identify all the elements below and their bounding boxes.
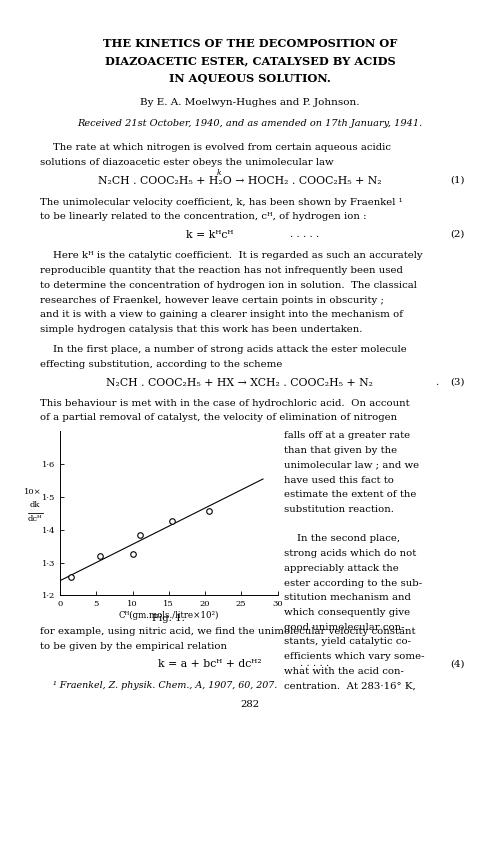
Text: strong acids which do not: strong acids which do not [284, 549, 416, 558]
Text: (2): (2) [450, 230, 465, 239]
Text: researches of Fraenkel, however leave certain points in obscurity ;: researches of Fraenkel, however leave ce… [40, 296, 384, 304]
Text: (3): (3) [450, 378, 465, 387]
Text: stants, yield catalytic co-: stants, yield catalytic co- [284, 637, 411, 647]
Text: estimate the extent of the: estimate the extent of the [284, 490, 416, 500]
Text: . . . . .: . . . . . [300, 659, 329, 669]
Text: N₂CH . COOC₂H₅ + HX → XCH₂ . COOC₂H₅ + N₂: N₂CH . COOC₂H₅ + HX → XCH₂ . COOC₂H₅ + N… [106, 378, 374, 388]
Text: This behaviour is met with in the case of hydrochloric acid.  On account: This behaviour is met with in the case o… [40, 399, 410, 408]
Text: By E. A. Moelwyn-Hughes and P. Johnson.: By E. A. Moelwyn-Hughes and P. Johnson. [140, 98, 360, 107]
Text: than that given by the: than that given by the [284, 446, 397, 455]
Text: for example, using nitric acid, we find the unimolecular velocity constant: for example, using nitric acid, we find … [40, 627, 416, 637]
Text: reproducible quantity that the reaction has not infrequently been used: reproducible quantity that the reaction … [40, 267, 403, 275]
Text: The unimolecular velocity coefficient, k, has been shown by Fraenkel ¹: The unimolecular velocity coefficient, k… [40, 198, 403, 207]
Text: k = kᴴcᴴ: k = kᴴcᴴ [186, 230, 234, 240]
Text: (4): (4) [450, 659, 465, 669]
Text: Here kᴴ is the catalytic coefficient.  It is regarded as such an accurately: Here kᴴ is the catalytic coefficient. It… [40, 251, 422, 261]
Text: good unimolecular con-: good unimolecular con- [284, 622, 405, 632]
Text: solutions of diazoacetic ester obeys the unimolecular law: solutions of diazoacetic ester obeys the… [40, 158, 334, 167]
Text: simple hydrogen catalysis that this work has been undertaken.: simple hydrogen catalysis that this work… [40, 325, 362, 334]
Text: efficients which vary some-: efficients which vary some- [284, 653, 424, 661]
Text: to be linearly related to the concentration, cᴴ, of hydrogen ion :: to be linearly related to the concentrat… [40, 213, 366, 221]
Text: 10×: 10× [24, 489, 42, 496]
Text: THE KINETICS OF THE DECOMPOSITION OF: THE KINETICS OF THE DECOMPOSITION OF [103, 38, 397, 49]
Text: . . . . .: . . . . . [290, 230, 320, 239]
Text: 282: 282 [240, 700, 260, 709]
Text: N₂CH . COOC₂H₅ + H₂O → HOCH₂ . COOC₂H₅ + N₂: N₂CH . COOC₂H₅ + H₂O → HOCH₂ . COOC₂H₅ +… [98, 176, 382, 186]
Text: Received 21st October, 1940, and as amended on 17th January, 1941.: Received 21st October, 1940, and as amen… [78, 119, 422, 129]
Text: In the second place,: In the second place, [284, 534, 400, 543]
Text: dk: dk [30, 501, 40, 509]
X-axis label: Cᴴ(gm.mols./litre×10²): Cᴴ(gm.mols./litre×10²) [118, 611, 219, 620]
Text: appreciably attack the: appreciably attack the [284, 563, 399, 573]
Text: stitution mechanism and: stitution mechanism and [284, 593, 411, 602]
Text: and it is with a view to gaining a clearer insight into the mechanism of: and it is with a view to gaining a clear… [40, 310, 403, 320]
Text: centration.  At 283·16° K,: centration. At 283·16° K, [284, 681, 416, 690]
Text: DIAZOACETIC ESTER, CATALYSED BY ACIDS: DIAZOACETIC ESTER, CATALYSED BY ACIDS [104, 56, 396, 66]
Text: effecting substitution, according to the scheme: effecting substitution, according to the… [40, 359, 282, 368]
Text: what with the acid con-: what with the acid con- [284, 667, 404, 676]
Text: .: . [435, 378, 438, 387]
Text: to determine the concentration of hydrogen ion in solution.  The classical: to determine the concentration of hydrog… [40, 281, 417, 290]
Text: dcᴴ: dcᴴ [28, 515, 42, 523]
Text: IN AQUEOUS SOLUTION.: IN AQUEOUS SOLUTION. [169, 73, 331, 84]
Text: falls off at a greater rate: falls off at a greater rate [284, 431, 410, 441]
Text: Fig. 1.: Fig. 1. [152, 614, 185, 623]
Text: to be given by the empirical relation: to be given by the empirical relation [40, 642, 227, 651]
Text: unimolecular law ; and we: unimolecular law ; and we [284, 461, 419, 470]
Text: k: k [216, 168, 222, 177]
Text: In the first place, a number of strong acids attack the ester molecule: In the first place, a number of strong a… [40, 345, 407, 354]
Text: k = a + bcᴴ + dcᴴ²: k = a + bcᴴ + dcᴴ² [158, 659, 262, 669]
Text: (1): (1) [450, 176, 465, 185]
Text: which consequently give: which consequently give [284, 608, 410, 617]
Text: The rate at which nitrogen is evolved from certain aqueous acidic: The rate at which nitrogen is evolved fr… [40, 143, 391, 152]
Text: substitution reaction.: substitution reaction. [284, 505, 394, 514]
Text: of a partial removal of catalyst, the velocity of elimination of nitrogen: of a partial removal of catalyst, the ve… [40, 413, 397, 422]
Text: ¹ Fraenkel, Z. physik. Chem., A, 1907, 60, 207.: ¹ Fraenkel, Z. physik. Chem., A, 1907, 6… [52, 681, 277, 690]
Text: ester according to the sub-: ester according to the sub- [284, 579, 422, 588]
Text: have used this fact to: have used this fact to [284, 475, 394, 484]
